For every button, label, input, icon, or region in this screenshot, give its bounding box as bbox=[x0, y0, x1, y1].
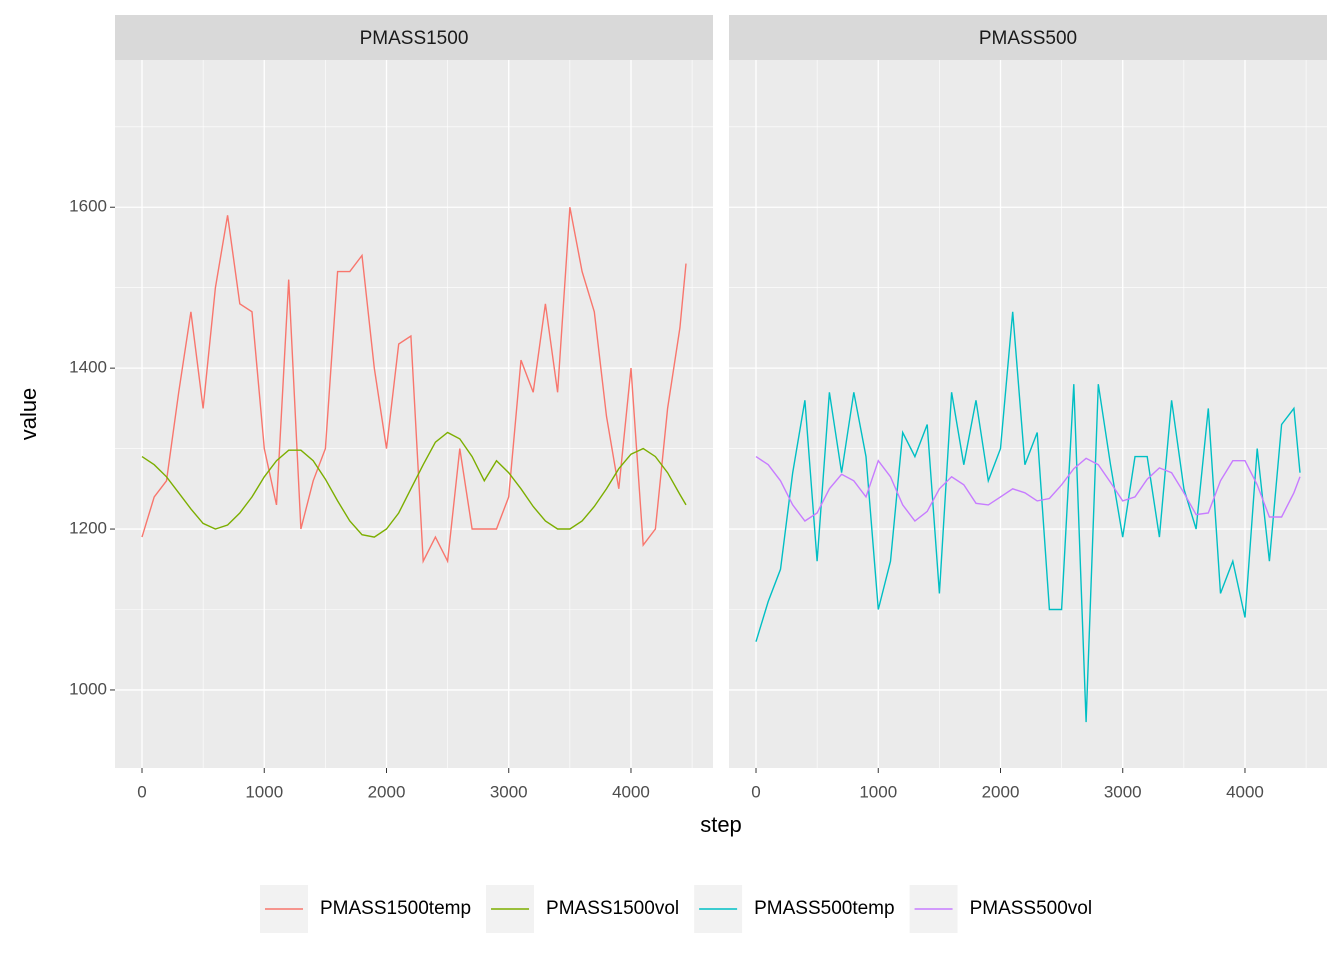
strip-background bbox=[115, 15, 713, 60]
x-tick-label: 0 bbox=[137, 782, 146, 801]
line bbox=[141, 431, 687, 538]
x-tick-label: 2000 bbox=[368, 782, 406, 801]
x-tick-label: 4000 bbox=[612, 782, 650, 801]
x-axis-title: step bbox=[700, 812, 742, 837]
x-tick-label: 3000 bbox=[1104, 782, 1142, 801]
x-tick-label: 3000 bbox=[490, 782, 528, 801]
strip-background bbox=[729, 15, 1327, 60]
panel-background bbox=[729, 60, 1327, 768]
line bbox=[755, 456, 1301, 522]
y-axis-title: value bbox=[16, 388, 41, 441]
x-tick-label: 0 bbox=[751, 782, 760, 801]
y-tick-label: 1000 bbox=[69, 679, 107, 698]
legend-label: PMASS500vol bbox=[970, 898, 1093, 919]
strip-title: PMASS1500 bbox=[360, 28, 469, 49]
y-tick-label: 1400 bbox=[69, 358, 107, 377]
x-tick-label: 4000 bbox=[1226, 782, 1264, 801]
x-tick-label: 1000 bbox=[859, 782, 897, 801]
legend-label: PMASS500temp bbox=[754, 898, 894, 919]
legend-label: PMASS1500temp bbox=[320, 898, 471, 919]
x-tick-label: 1000 bbox=[245, 782, 283, 801]
legend-label: PMASS1500vol bbox=[546, 898, 679, 919]
y-tick-label: 1600 bbox=[69, 197, 107, 216]
y-tick-label: 1200 bbox=[69, 519, 107, 538]
strip-title: PMASS500 bbox=[979, 28, 1077, 49]
line bbox=[141, 207, 687, 564]
panel-background bbox=[115, 60, 713, 768]
x-tick-label: 2000 bbox=[982, 782, 1020, 801]
line bbox=[755, 311, 1301, 723]
